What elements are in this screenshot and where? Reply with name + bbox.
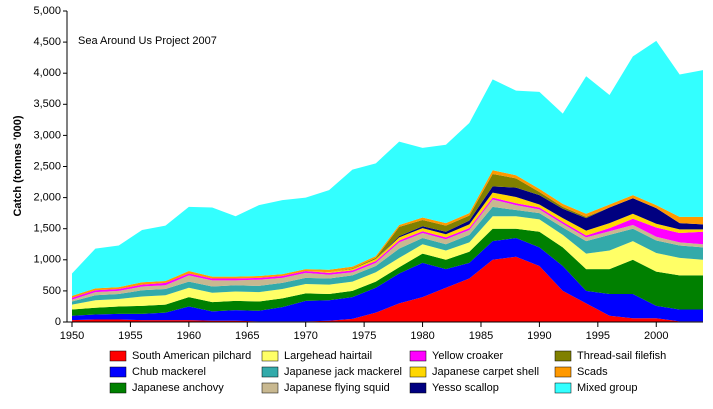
x-tick-label: 1970 [293,330,317,342]
legend-swatch [554,382,572,394]
x-tick-label: 1990 [527,330,551,342]
area [72,228,703,316]
legend-label: Japanese carpet shell [432,366,539,378]
x-tick-label: 1960 [177,330,201,342]
legend-swatch [261,382,279,394]
y-tick-label: 5,000 [33,5,61,17]
y-tick-label: 2,500 [33,160,61,172]
legend-label: Japanese flying squid [284,382,390,394]
annotation: Sea Around Us Project 2007 [78,35,217,47]
legend-swatch [109,350,127,362]
area [72,206,703,305]
area [72,238,703,322]
x-tick-label: 1955 [118,330,142,342]
legend-label: Thread-sail filefish [577,350,666,362]
legend-swatch [554,366,572,378]
legend-label: Yesso scallop [432,382,499,394]
legend-swatch [409,366,427,378]
y-tick-label: 3,500 [33,98,61,110]
legend-swatch [261,366,279,378]
legend-label: Japanese jack mackerel [284,366,402,378]
y-tick-label: 2,000 [33,192,61,204]
area [72,170,703,298]
legend-label: Japanese anchovy [132,382,224,394]
x-tick-label: 2000 [644,330,668,342]
legend-label: Scads [577,366,608,378]
legend-swatch [109,382,127,394]
legend-swatch [409,350,427,362]
y-tick-label: 1,500 [33,223,61,235]
x-tick-label: 1965 [235,330,259,342]
x-tick-label: 1985 [469,330,493,342]
y-tick-label: 4,000 [33,67,61,79]
legend-label: Yellow croaker [432,350,503,362]
area [72,40,703,296]
legend-label: Mixed group [577,382,638,394]
y-axis-label: Catch (tonnes '000) [12,115,24,216]
y-tick-label: 500 [43,285,61,297]
y-tick-label: 0 [55,316,61,328]
y-tick-label: 4,500 [33,36,61,48]
area [72,216,703,310]
area [72,199,703,302]
x-tick-label: 1995 [586,330,610,342]
legend-swatch [261,350,279,362]
legend-swatch [109,366,127,378]
y-tick-label: 1,000 [33,254,61,266]
x-tick-label: 1975 [352,330,376,342]
area [72,256,703,322]
legend-swatch [409,382,427,394]
x-tick-label: 1980 [410,330,434,342]
legend-swatch [554,350,572,362]
x-tick-label: 1950 [60,330,84,342]
legend-label: Largehead hairtail [284,350,372,362]
y-tick-label: 3,000 [33,129,61,141]
legend-label: South American pilchard [132,350,251,362]
legend-label: Chub mackerel [132,366,206,378]
